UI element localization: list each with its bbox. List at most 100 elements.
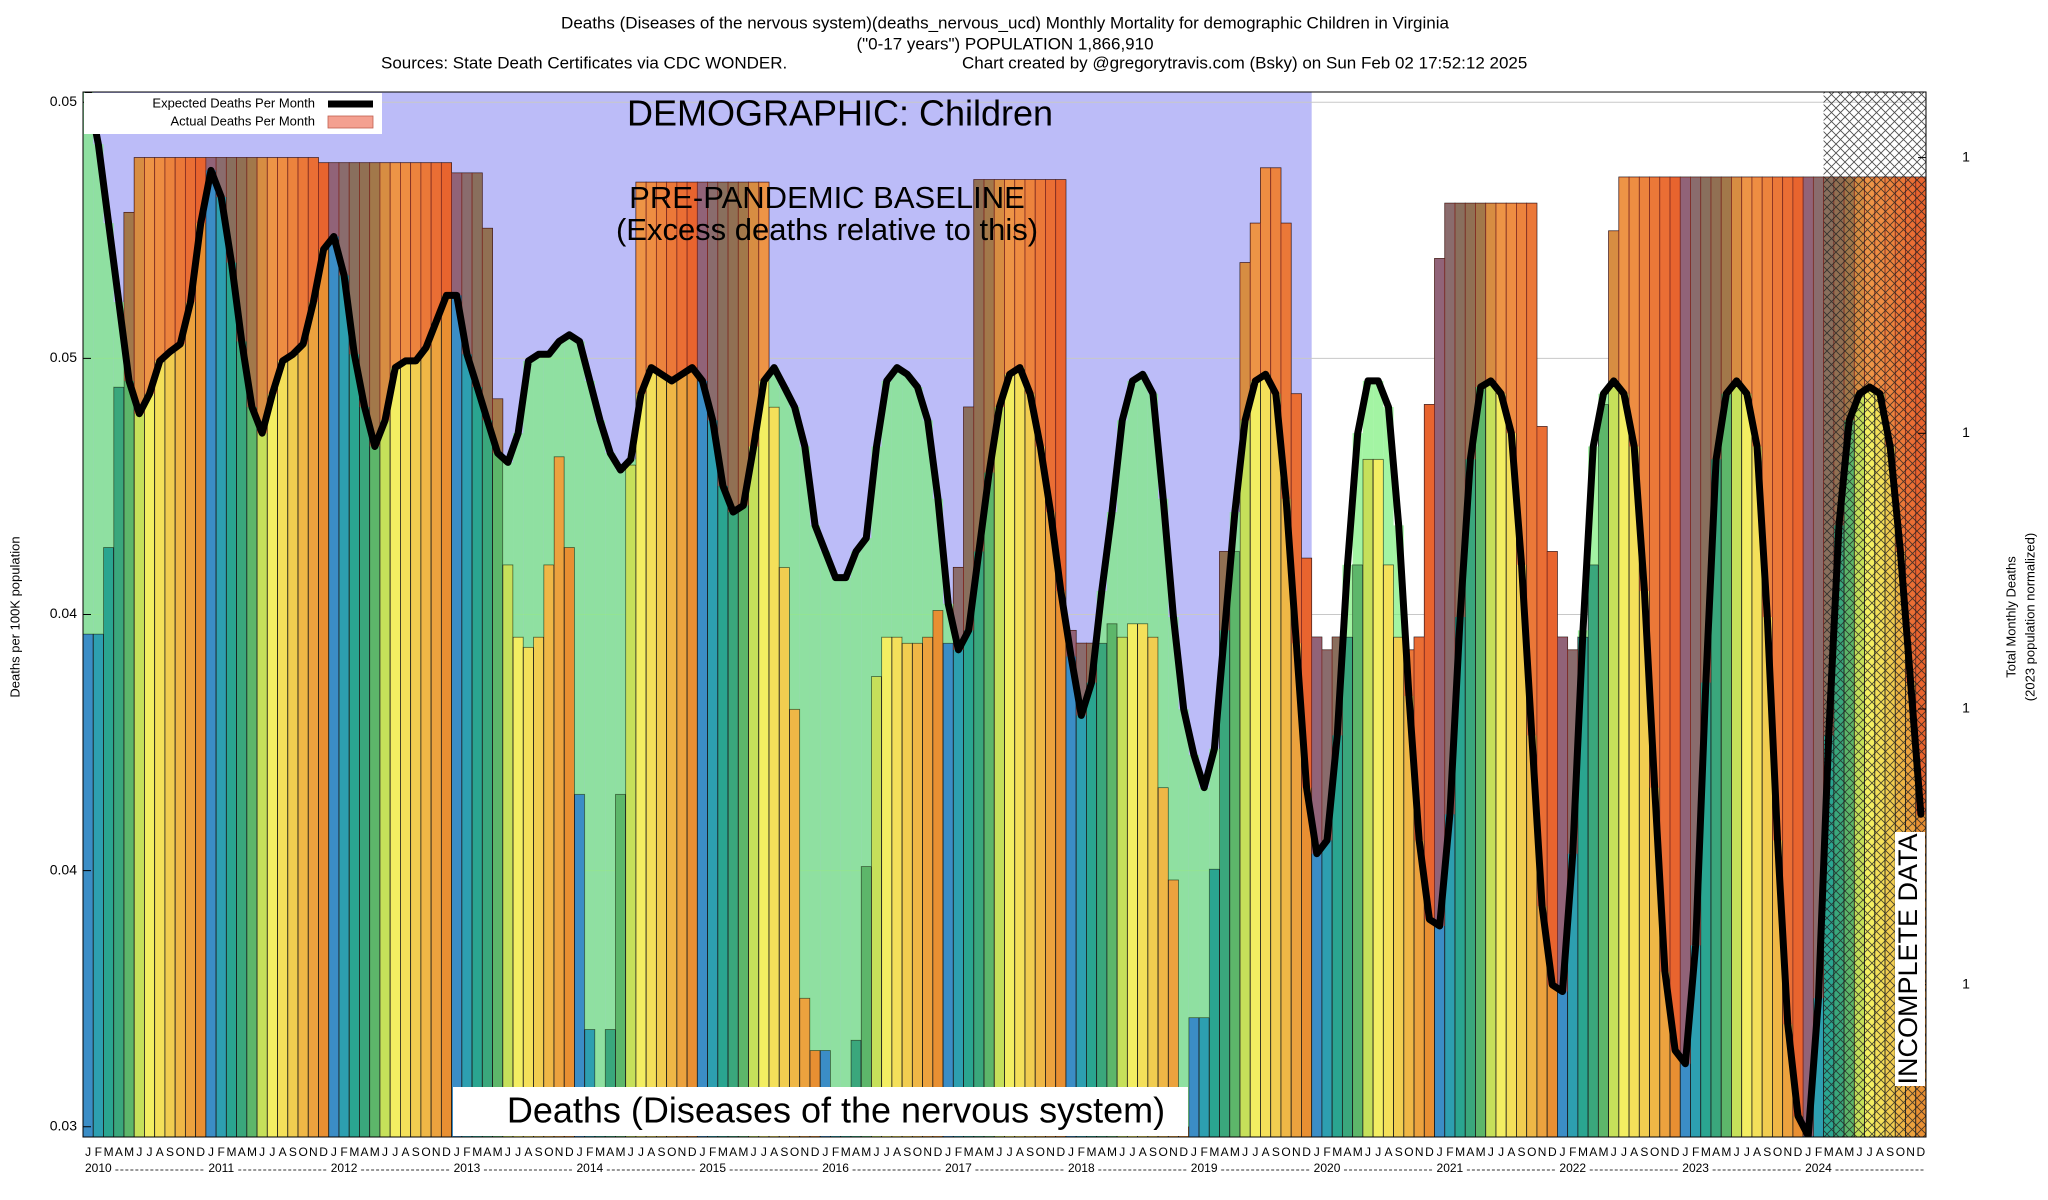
excess-overlay — [400, 162, 411, 361]
deficit-fill — [1147, 393, 1159, 638]
excess-overlay — [1024, 179, 1036, 394]
deficit-fill — [922, 420, 933, 638]
deficit-fill — [850, 551, 862, 1041]
x-tick-label: J — [454, 1145, 460, 1159]
deficit-fill — [861, 538, 872, 867]
excess-overlay — [973, 179, 985, 552]
excess-overlay — [953, 567, 964, 650]
excess-overlay — [1710, 177, 1722, 460]
bar — [113, 386, 125, 1137]
x-tick-label: S — [1272, 1145, 1280, 1159]
x-tick-label: J — [1365, 1145, 1371, 1159]
bar — [1341, 636, 1354, 1137]
cause-box — [453, 1087, 1188, 1136]
deficit-fill — [1199, 787, 1210, 1018]
excess-overlay — [1414, 637, 1425, 841]
x-tick-label: J — [874, 1145, 880, 1159]
excess-overlay — [1721, 177, 1732, 394]
year-label: 2020 — [1314, 1161, 1341, 1175]
excess-overlay — [236, 157, 247, 342]
x-tick-label: D — [1056, 1145, 1065, 1159]
excess-overlay — [1250, 223, 1261, 381]
x-tick-label: A — [729, 1145, 737, 1159]
x-tick-label: O — [790, 1145, 799, 1159]
x-tick-label: S — [657, 1145, 665, 1159]
y-axis-label: Deaths per 100K population — [7, 536, 22, 697]
year-label: 2010 — [85, 1161, 112, 1175]
excess-overlay — [748, 182, 759, 447]
x-tick-label: J — [699, 1145, 705, 1159]
x-tick-label: J — [382, 1145, 388, 1159]
excess-overlay — [134, 157, 145, 414]
excess-overlay — [451, 172, 462, 296]
bar — [1096, 642, 1108, 1137]
x-tick-label: J — [1805, 1145, 1811, 1159]
x-tick-label: J — [822, 1145, 828, 1159]
bar — [1208, 868, 1220, 1137]
x-tick-label: F — [586, 1145, 593, 1159]
excess-overlay — [1700, 177, 1711, 683]
excess-overlay — [1424, 404, 1435, 920]
excess-overlay — [1649, 177, 1660, 788]
excess-overlay — [185, 157, 196, 303]
x-tick-label: M — [1332, 1145, 1342, 1159]
x-tick-label: O — [1896, 1145, 1905, 1159]
x-tick-label: J — [1314, 1145, 1320, 1159]
x-tick-label: O — [298, 1145, 307, 1159]
excess-overlay — [431, 162, 442, 322]
excess-overlay — [318, 162, 329, 250]
x-tick-label: N — [1538, 1145, 1547, 1159]
excess-overlay — [144, 157, 155, 394]
x-tick-label: N — [923, 1145, 932, 1159]
excess-overlay — [472, 172, 483, 388]
legend-swatch — [327, 115, 374, 129]
deficit-fill — [605, 453, 616, 1030]
bar — [522, 646, 534, 1137]
x-tick-label: S — [1886, 1145, 1894, 1159]
excess-overlay — [359, 162, 370, 408]
excess-overlay — [994, 179, 1005, 408]
excess-overlay — [379, 162, 391, 421]
excess-overlay — [1813, 177, 1824, 999]
excess-overlay — [410, 162, 421, 361]
excess-overlay — [687, 182, 698, 368]
x-tick-label: N — [801, 1145, 810, 1159]
x-tick-label: S — [1026, 1145, 1034, 1159]
excess-overlay — [656, 182, 667, 375]
excess-overlay — [1772, 177, 1783, 841]
excess-overlay — [1506, 203, 1517, 434]
x-tick-label: J — [638, 1145, 644, 1159]
deficit-fill — [912, 387, 923, 644]
x-tick-label: M — [247, 1145, 257, 1159]
deficit-fill — [820, 551, 831, 1051]
bar — [768, 406, 780, 1137]
x-tick-label: M — [595, 1145, 605, 1159]
bar — [1597, 404, 1609, 1137]
credit: Chart created by @gregorytravis.com (Bsk… — [962, 53, 1527, 72]
x-tick-label: M — [104, 1145, 114, 1159]
excess-overlay — [1260, 167, 1271, 375]
excess-overlay — [1731, 177, 1742, 381]
x-tick-label: O — [913, 1145, 922, 1159]
deficit-fill — [103, 223, 114, 548]
deficit-fill — [902, 374, 913, 644]
x-tick-label: M — [1598, 1145, 1608, 1159]
x-tick-label: N — [678, 1145, 687, 1159]
excess-overlay — [1690, 177, 1701, 946]
excess-overlay — [1547, 551, 1558, 985]
deficit-fill — [1362, 380, 1374, 460]
y-tick-label: 0.04 — [50, 861, 77, 877]
deficit-fill — [1352, 433, 1363, 565]
x-tick-label: N — [432, 1145, 441, 1159]
x-tick-label: A — [483, 1145, 491, 1159]
deficit-fill — [1168, 617, 1179, 880]
x-tick-label: D — [811, 1145, 820, 1159]
year-label: 2022 — [1559, 1161, 1586, 1175]
x-tick-label: D — [934, 1145, 943, 1159]
x-tick-label: F — [340, 1145, 347, 1159]
excess-overlay — [246, 157, 258, 408]
bar — [318, 162, 330, 1137]
x-tick-label: J — [1744, 1145, 1750, 1159]
deficit-fill — [1178, 709, 1189, 1127]
